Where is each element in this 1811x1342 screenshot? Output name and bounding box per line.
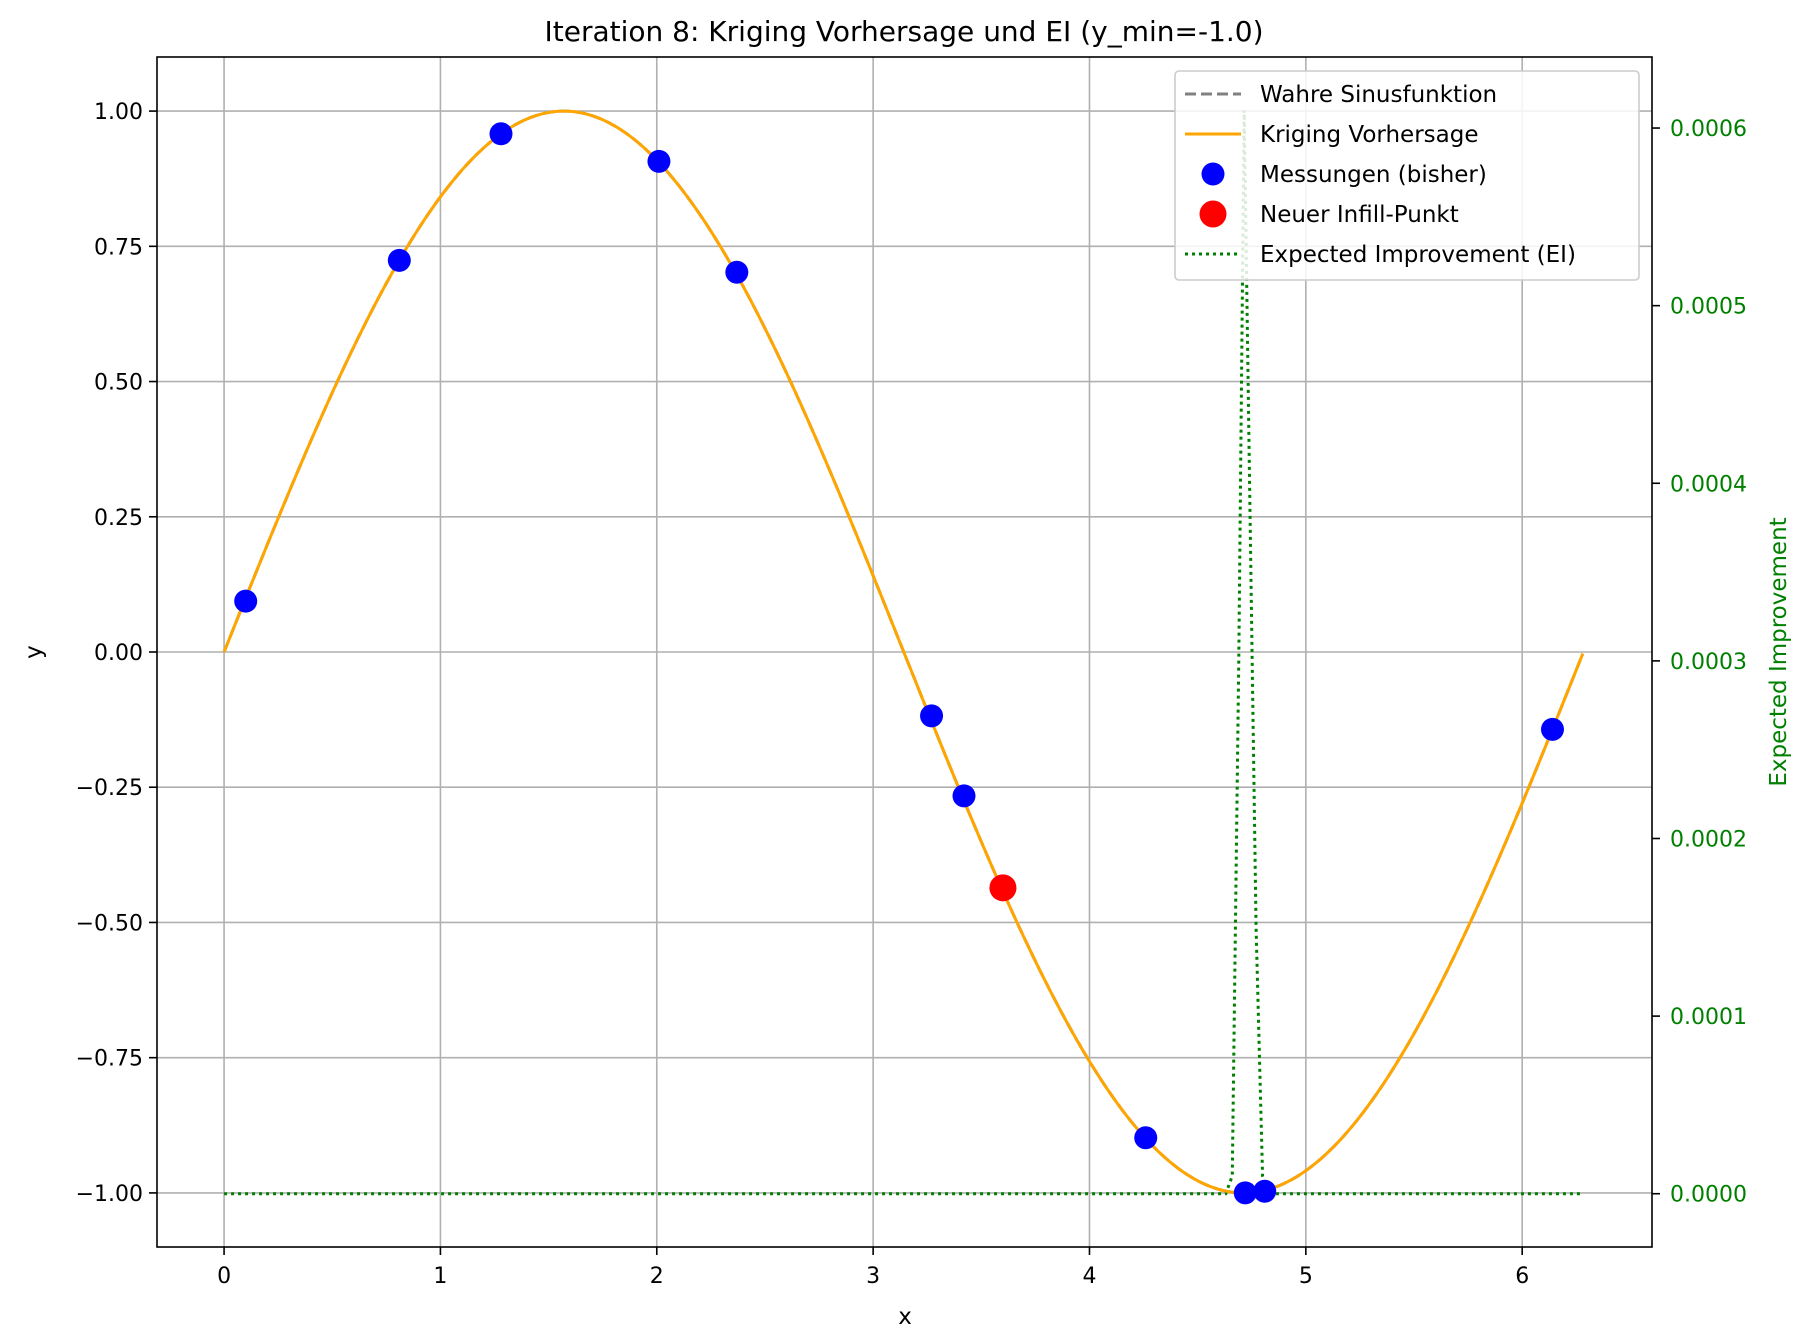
point-layer <box>234 122 1564 1205</box>
x-tick-label: 0 <box>217 1264 231 1289</box>
y2-tick-label: 0.0001 <box>1670 1005 1747 1030</box>
x-tick-label: 1 <box>433 1264 447 1289</box>
x-axis: 0 1 2 3 4 5 6 <box>217 1247 1529 1289</box>
y-tick-label: −0.75 <box>76 1047 143 1072</box>
legend-entry-label: Messungen (bisher) <box>1260 162 1487 188</box>
x-tick-label: 2 <box>650 1264 664 1289</box>
measurement-point <box>1233 1181 1257 1205</box>
y-tick-label: 0.00 <box>94 641 143 666</box>
y-axis-label: y <box>21 645 47 659</box>
measurement-point <box>387 248 411 272</box>
y2-axis-label: Expected Improvement <box>1766 517 1792 786</box>
legend-box <box>1174 70 1640 281</box>
chart-title: Iteration 8: Kriging Vorhersage und EI (… <box>544 15 1263 48</box>
kriging-line <box>222 109 1585 1195</box>
measurement-point <box>647 149 671 173</box>
y-tick-label: 0.75 <box>94 235 143 260</box>
y-tick-label: −1.00 <box>76 1182 143 1207</box>
x-tick-label: 6 <box>1515 1264 1529 1289</box>
legend-entry-label: Expected Improvement (EI) <box>1260 242 1576 268</box>
legend-symbol-measurements <box>1201 162 1225 186</box>
measurement-point <box>1540 717 1564 741</box>
measurement-point <box>234 589 258 613</box>
y-axis-left: 1.00 0.75 0.50 0.25 0.00 −0.25 −0.50 −0.75 −1.00 <box>76 100 157 1207</box>
measurement-point <box>952 784 976 808</box>
y-tick-label: 0.25 <box>94 506 143 531</box>
legend-entry-label: Neuer Infill-Punkt <box>1260 202 1459 228</box>
y2-tick-label: 0.0003 <box>1670 650 1747 675</box>
y-axis-right: 0.0006 0.0005 0.0004 0.0003 0.0002 0.0001 0.00… <box>1652 117 1747 1208</box>
measurement-point <box>1134 1126 1158 1150</box>
x-axis-label: x <box>898 1304 912 1330</box>
x-tick-label: 5 <box>1299 1264 1313 1289</box>
legend-entry-label: Kriging Vorhersage <box>1260 122 1479 148</box>
x-tick-label: 3 <box>866 1264 880 1289</box>
legend-symbol-infill <box>1199 200 1227 228</box>
y-tick-label: 0.50 <box>94 371 143 396</box>
curve-layer <box>222 109 1585 1195</box>
y-tick-label: 1.00 <box>94 100 143 125</box>
y2-tick-label: 0.0000 <box>1670 1183 1747 1208</box>
measurement-point <box>725 260 749 284</box>
y2-tick-label: 0.0004 <box>1670 472 1747 497</box>
y2-tick-label: 0.0006 <box>1670 117 1747 142</box>
measurement-point <box>1253 1179 1277 1203</box>
y2-tick-label: 0.0002 <box>1670 827 1747 852</box>
y-tick-label: −0.25 <box>76 776 143 801</box>
x-tick-label: 4 <box>1082 1264 1096 1289</box>
y-tick-label: −0.50 <box>76 911 143 936</box>
y2-tick-label: 0.0005 <box>1670 295 1747 320</box>
infill-point <box>989 874 1017 902</box>
legend: Wahre Sinusfunktion Kriging Vorhersage Mes… <box>1174 70 1640 281</box>
legend-entry-label: Wahre Sinusfunktion <box>1260 82 1497 108</box>
measurement-point <box>920 704 944 728</box>
measurement-point <box>489 122 513 146</box>
